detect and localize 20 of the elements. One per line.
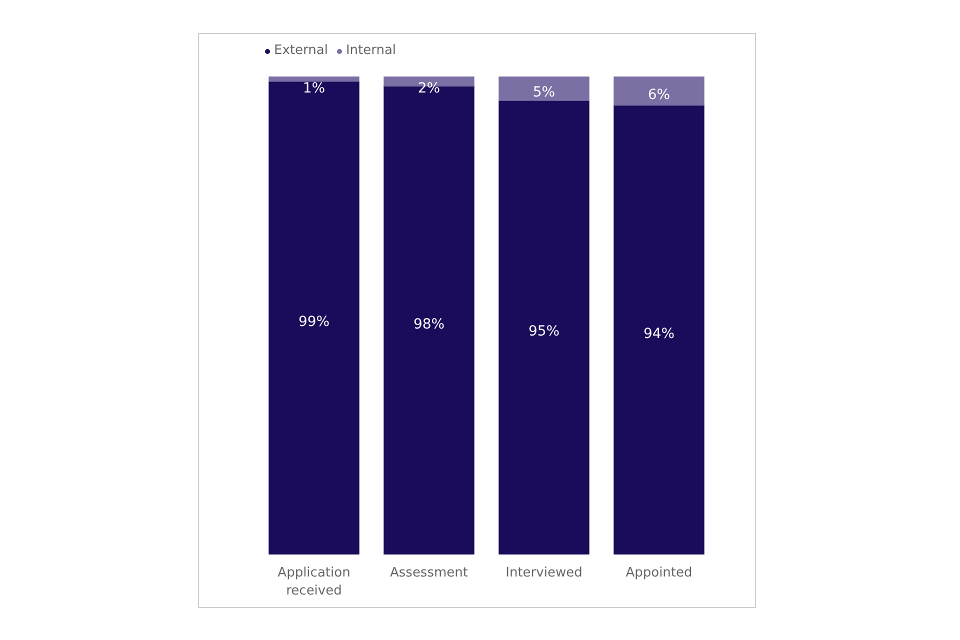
- legend-label: Internal: [346, 43, 396, 58]
- x-tick-label: Appointed: [626, 566, 692, 580]
- data-label: 2%: [418, 80, 440, 96]
- x-tick-label: Assessment: [390, 566, 468, 580]
- data-label: 5%: [532, 84, 556, 100]
- bar: [614, 76, 704, 106]
- data-label: 99%: [298, 314, 330, 330]
- data-label: 1%: [302, 80, 326, 96]
- bar: [614, 104, 704, 554]
- legend-label: External: [274, 43, 328, 58]
- data-label: 94%: [643, 326, 675, 342]
- x-tick-label: Application received: [278, 566, 350, 598]
- bar: [498, 76, 590, 101]
- x-tick-label: Interviewed: [506, 566, 582, 580]
- data-label: 6%: [648, 86, 670, 103]
- bar: [268, 76, 360, 82]
- data-label: 95%: [528, 323, 560, 340]
- bar: [498, 100, 590, 554]
- data-label: 98%: [413, 316, 445, 332]
- bar: [268, 80, 360, 554]
